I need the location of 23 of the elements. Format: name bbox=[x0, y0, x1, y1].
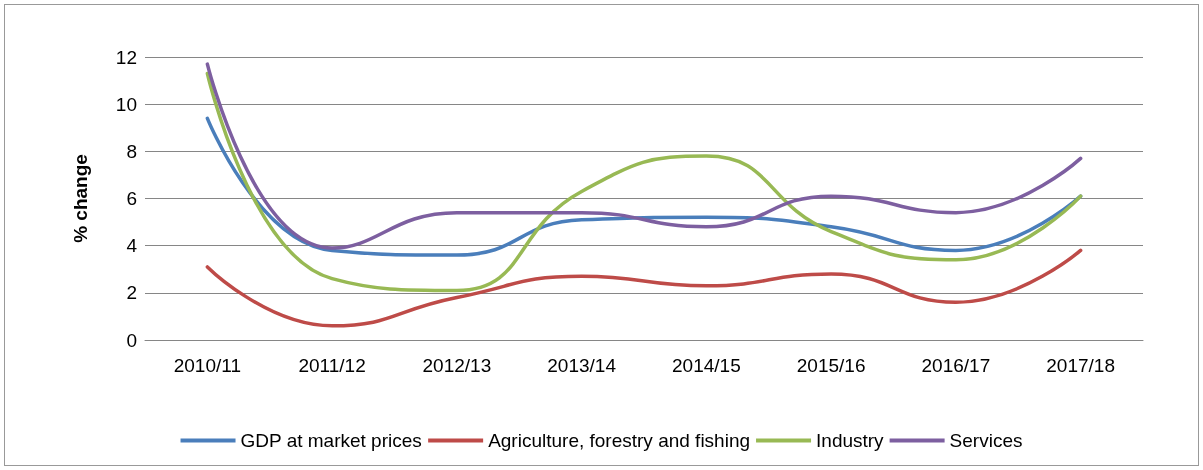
x-tick-label: 2011/12 bbox=[298, 355, 366, 376]
x-tick-label: 2017/18 bbox=[1046, 355, 1115, 376]
x-tick-label: 2014/15 bbox=[672, 355, 741, 376]
x-tick-label: 2016/17 bbox=[921, 355, 991, 376]
x-tick-label: 2012/13 bbox=[422, 355, 492, 376]
y-tick-label: 2 bbox=[126, 282, 137, 304]
x-tick-label: 2010/11 bbox=[173, 355, 242, 376]
line-series bbox=[205, 71, 1083, 293]
legend-label: Industry bbox=[816, 430, 885, 451]
legend-label: Agriculture, forestry and fishing bbox=[488, 430, 751, 451]
x-tick-label: 2013/14 bbox=[547, 355, 617, 376]
legend-label: GDP at market prices bbox=[240, 430, 422, 451]
line-series bbox=[205, 62, 1083, 250]
y-tick-label: 10 bbox=[115, 93, 137, 115]
y-tick-label: 8 bbox=[126, 140, 137, 162]
y-axis-title: % change bbox=[70, 154, 91, 243]
y-tick-label: 4 bbox=[126, 235, 138, 257]
y-tick-label: 6 bbox=[126, 188, 137, 209]
line-series bbox=[205, 248, 1083, 328]
legend-label: Services bbox=[949, 430, 1023, 451]
y-tick-label: 0 bbox=[126, 329, 137, 351]
y-tick-label: 12 bbox=[115, 46, 137, 68]
x-tick-label: 2015/16 bbox=[796, 355, 866, 376]
